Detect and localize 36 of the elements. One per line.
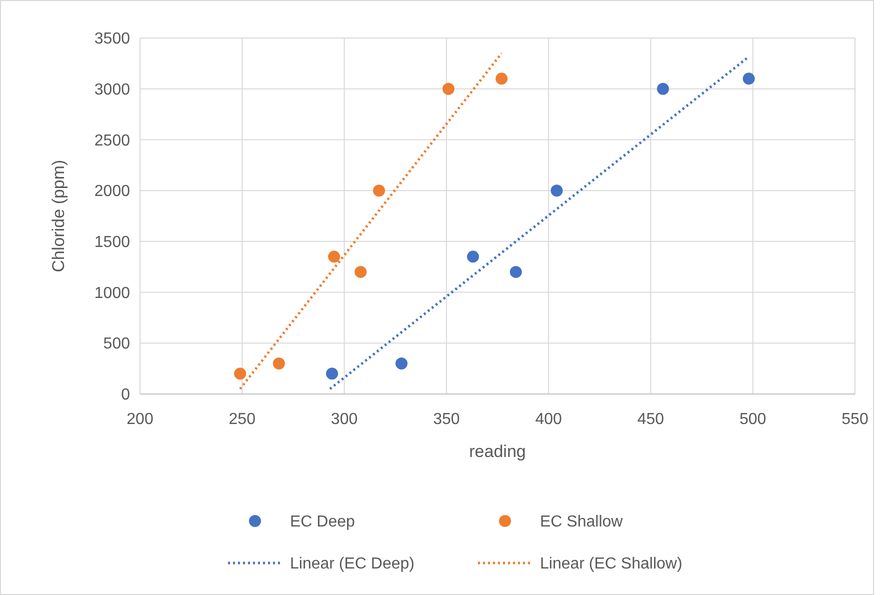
point [442,82,454,95]
y-tick-label: 3000 [94,81,130,98]
x-tick-label: 300 [330,411,358,428]
legend-label: EC Deep [290,514,356,531]
point [742,72,755,85]
x-tick-label: 550 [842,411,868,428]
point [656,82,669,95]
x-tick-label: 350 [433,411,460,428]
point [373,184,386,197]
point [550,184,563,197]
y-tick-label: 0 [121,386,130,404]
y-tick-label: 1500 [94,234,130,252]
point [328,250,340,263]
x-tick-label: 250 [228,411,256,428]
y-tick-label: 3500 [94,30,130,48]
point [496,72,508,85]
point [234,368,246,380]
legend-label: EC Shallow [540,514,624,531]
y-tick-label: 2000 [94,183,130,200]
x-axis-title: reading [469,442,526,461]
legend-label: Linear (EC Deep) [290,556,414,573]
point [326,368,338,380]
legend-label: Linear (EC Shallow) [540,556,682,573]
y-tick-label: 500 [103,336,130,353]
point [395,357,408,370]
point [510,266,522,278]
point [466,250,479,263]
y-tick-label: 2500 [94,132,130,150]
x-tick-label: 450 [637,411,664,428]
x-tick-label: 400 [535,411,562,428]
x-tick-label: 500 [740,411,766,428]
y-axis-title: Chloride (ppm) [49,160,68,272]
point [354,266,367,278]
point [272,357,285,370]
y-tick-label: 1000 [94,284,130,302]
x-tick-label: 200 [126,411,154,428]
